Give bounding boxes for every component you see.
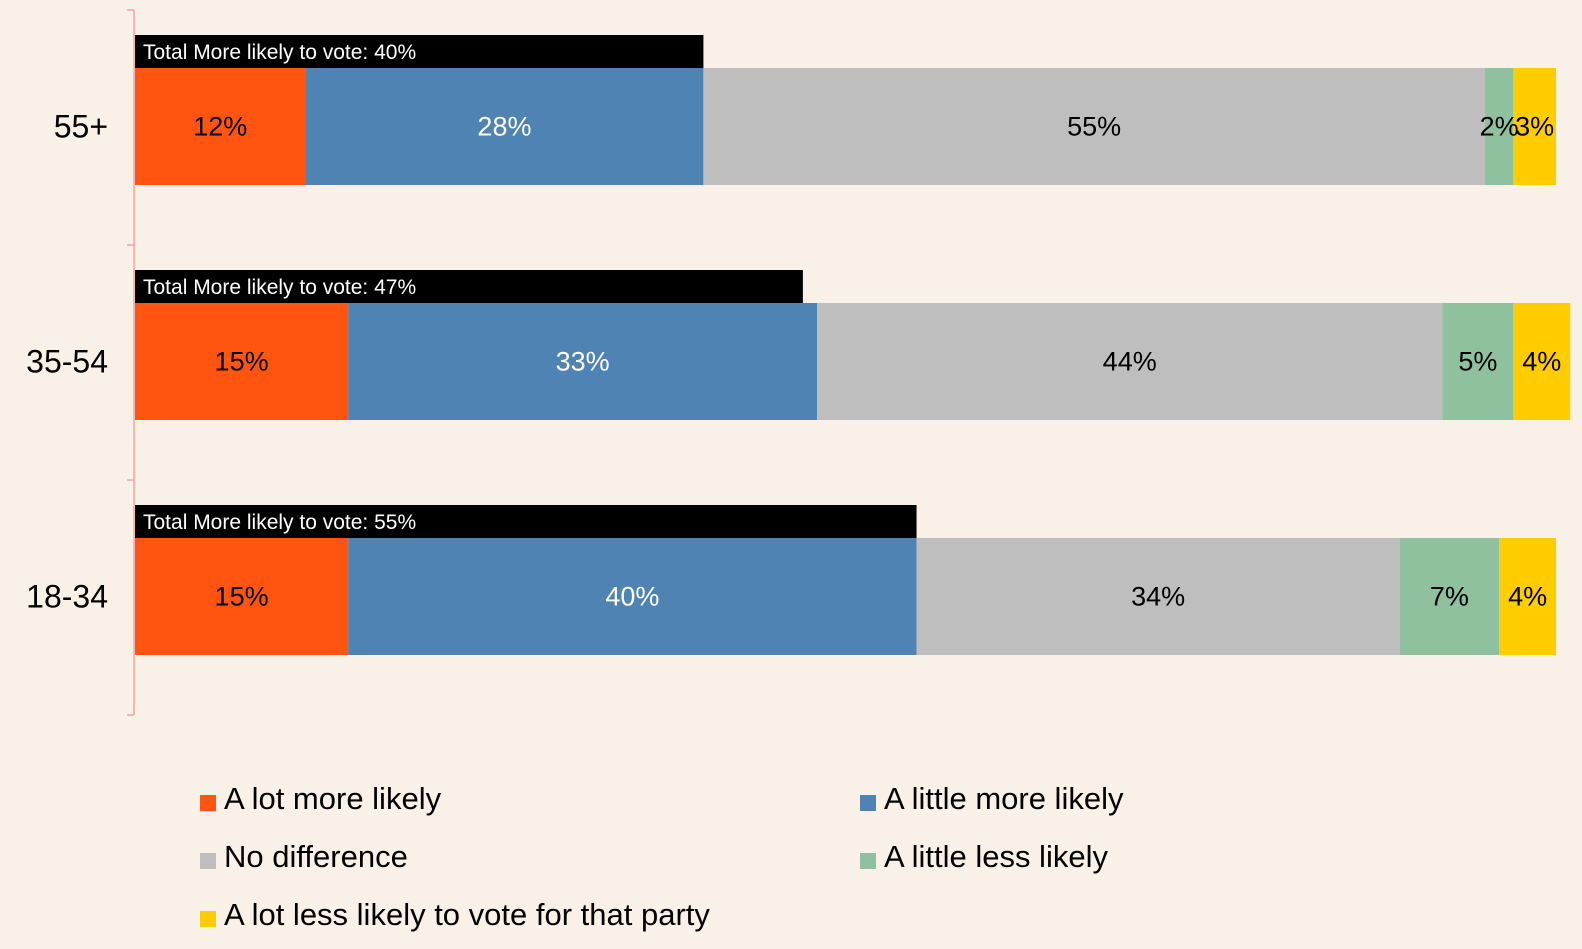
bars <box>135 35 1571 655</box>
legend-entry: A little less likely <box>860 838 1520 876</box>
legend-label: A little more likely <box>884 781 1124 816</box>
legend-entry: A lot less likely to vote for that party <box>200 896 860 934</box>
legend-entry: A lot more likely <box>200 780 860 818</box>
y-tick-label: 35-54 <box>26 344 108 380</box>
data-label: 5% <box>1458 347 1497 377</box>
y-tick-label: 18-34 <box>26 579 108 615</box>
legend-label: A lot less likely to vote for that party <box>224 897 710 932</box>
data-label: 28% <box>477 112 531 142</box>
data-label: 3% <box>1515 112 1554 142</box>
data-label: 55% <box>1067 112 1121 142</box>
bar-segment <box>135 303 349 420</box>
bar-segment <box>135 68 306 185</box>
data-label: 12% <box>193 112 247 142</box>
total-bar <box>135 35 704 68</box>
data-label: 15% <box>215 582 269 612</box>
legend-swatch <box>860 795 876 811</box>
legend-swatch <box>200 911 216 927</box>
legend-entry: No difference <box>200 838 860 876</box>
data-label: 33% <box>556 347 610 377</box>
data-label: 44% <box>1103 347 1157 377</box>
bar-segment <box>1499 538 1556 655</box>
total-bar <box>135 270 803 303</box>
bar-segment <box>1513 303 1571 420</box>
bar-segment <box>348 303 818 420</box>
data-label: 7% <box>1430 582 1469 612</box>
bar-segment <box>1484 68 1514 185</box>
bar-segment <box>305 68 704 185</box>
legend-swatch <box>200 853 216 869</box>
legend-swatch <box>200 795 216 811</box>
data-label: 34% <box>1131 582 1185 612</box>
bar-segment <box>1442 303 1514 420</box>
bar-segment <box>348 538 917 655</box>
data-label: 4% <box>1508 582 1547 612</box>
bar-segment <box>1399 538 1500 655</box>
data-label: 40% <box>605 582 659 612</box>
data-label: 4% <box>1522 347 1561 377</box>
legend-label: A little less likely <box>884 839 1108 874</box>
data-labels: 55+ 12% 28% 55% 2%3% Total More likely to vot… <box>26 41 1561 615</box>
total-label: Total More likely to vote: 55% <box>143 511 416 534</box>
y-axis <box>127 9 135 716</box>
bar-segment <box>817 303 1443 420</box>
data-label: 2% <box>1480 112 1519 142</box>
total-bar <box>135 505 917 538</box>
legend-label: No difference <box>224 839 408 874</box>
total-label: Total More likely to vote: 47% <box>143 276 416 299</box>
bar-segment <box>916 538 1400 655</box>
bar-segment <box>135 538 349 655</box>
legend-swatch <box>860 853 876 869</box>
legend-label: A lot more likely <box>224 781 442 816</box>
bar-segment <box>1513 68 1556 185</box>
legend: A lot more likely A little more likely No … <box>200 780 1540 934</box>
y-tick-label: 55+ <box>54 109 108 145</box>
legend-entry: A little more likely <box>860 780 1520 818</box>
total-label: Total More likely to vote: 40% <box>143 41 416 64</box>
bar-segment <box>703 68 1485 185</box>
data-label: 15% <box>215 347 269 377</box>
